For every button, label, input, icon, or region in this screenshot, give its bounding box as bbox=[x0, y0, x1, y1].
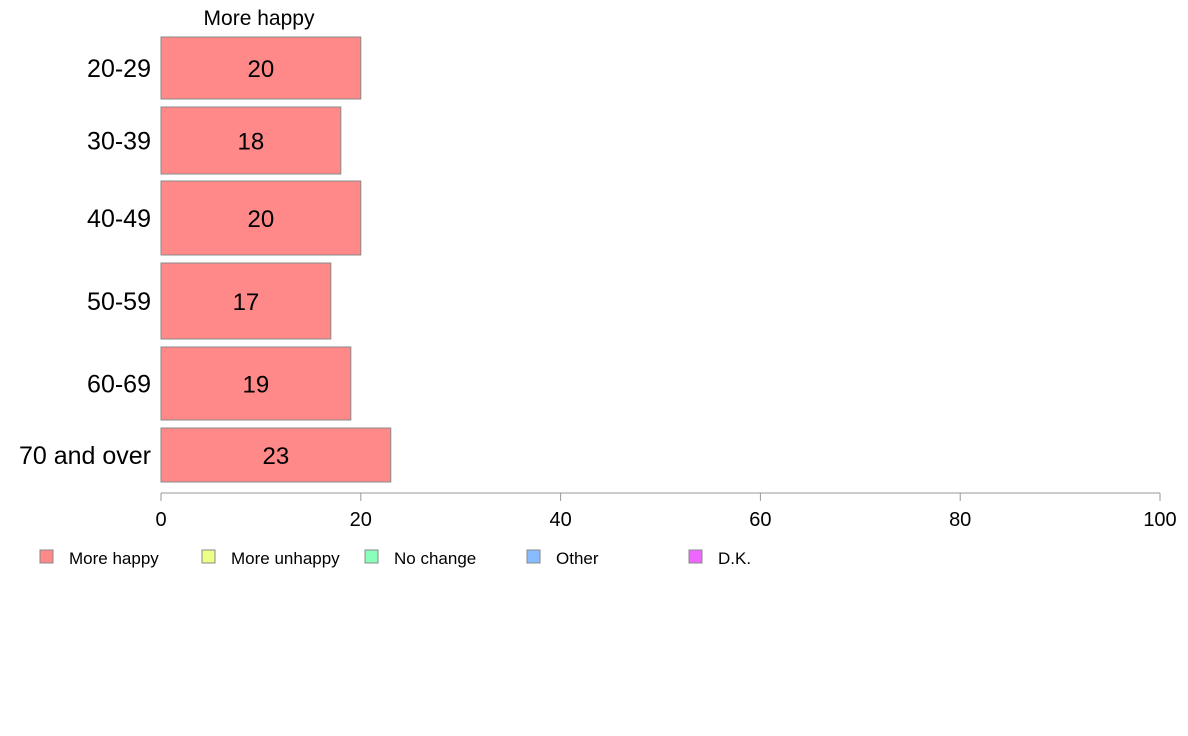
category-label: 40-49 bbox=[87, 205, 151, 233]
bar bbox=[160, 262, 332, 340]
legend-swatch bbox=[201, 549, 216, 564]
category-label: 20-29 bbox=[87, 55, 151, 83]
legend-swatch bbox=[364, 549, 379, 564]
legend-swatch bbox=[526, 549, 541, 564]
category-label: 70 and over bbox=[19, 442, 151, 470]
x-tick-label: 100 bbox=[1143, 509, 1176, 531]
bar bbox=[160, 36, 362, 100]
x-tick-label: 80 bbox=[949, 509, 971, 531]
category-label: 60-69 bbox=[87, 371, 151, 399]
x-tick-label: 0 bbox=[155, 509, 166, 531]
legend-label: More unhappy bbox=[231, 549, 340, 568]
x-tick-label: 60 bbox=[749, 509, 771, 531]
bar bbox=[160, 427, 392, 483]
bar-value-label: 18 bbox=[238, 129, 265, 156]
x-axis: 0 20 40 60 80 100 bbox=[155, 492, 1177, 531]
legend-label: D.K. bbox=[718, 549, 751, 568]
bar bbox=[160, 346, 352, 421]
bar-value-label: 17 bbox=[233, 289, 260, 316]
bar-value-label: 20 bbox=[248, 56, 275, 83]
legend-swatch bbox=[688, 549, 703, 564]
bars-group: 20-29 20 30-39 18 40-49 20 50-59 17 60-69 19 70 an… bbox=[19, 36, 392, 483]
legend-swatch bbox=[39, 549, 54, 564]
legend-label: More happy bbox=[69, 549, 159, 568]
legend-label: Other bbox=[556, 549, 599, 568]
column-header: More happy bbox=[204, 7, 315, 30]
bar-value-label: 23 bbox=[263, 443, 290, 470]
x-tick-label: 20 bbox=[350, 509, 372, 531]
category-label: 50-59 bbox=[87, 288, 151, 316]
bar bbox=[160, 180, 362, 256]
bar-value-label: 20 bbox=[248, 206, 275, 233]
category-label: 30-39 bbox=[87, 128, 151, 156]
legend: More happy More unhappy No change Other D.K. bbox=[39, 549, 751, 568]
legend-label: No change bbox=[394, 549, 476, 568]
x-tick-label: 40 bbox=[549, 509, 571, 531]
bar-value-label: 19 bbox=[243, 372, 270, 399]
bar bbox=[160, 106, 342, 175]
